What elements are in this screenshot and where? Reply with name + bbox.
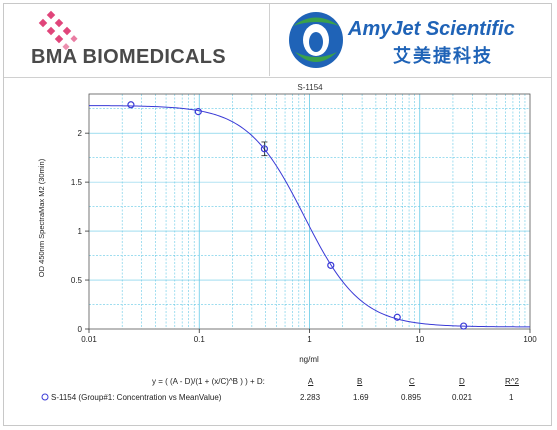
y-tick-label: 0.5 [71,276,83,285]
x-tick-label: 10 [415,335,424,344]
amyjet-logo-text-cn: 艾美捷科技 [393,46,493,66]
legend [41,393,49,401]
bma-diamond-icon [38,10,78,51]
fit-curve [88,105,531,328]
x-tick-label: 100 [523,335,537,344]
y-tick-label: 1 [78,227,83,236]
points-layer [127,101,468,330]
ticks-layer: 0.01 0.1 1 10 100 0 0.5 1 1.5 2 [71,129,537,344]
y-tick-label: 0 [78,325,83,334]
data-point [460,322,468,330]
legend-marker [41,393,49,401]
y-tick-label: 2 [78,129,83,138]
logo-divider [269,4,270,76]
data-point [260,145,269,153]
x-tick-label: 0.1 [194,335,206,344]
data-point [393,313,401,321]
x-tick-label: 0.01 [81,335,97,344]
x-tick-label: 1 [307,335,312,344]
grid-layer [89,94,530,329]
amyjet-logo [271,4,551,76]
data-point [194,108,202,116]
x-axis-label: ng/ml [299,355,319,364]
amyjet-globe-icon [289,12,343,68]
figure-frame [3,3,552,426]
y-axis-label: OD 450nm SpectraMax M2 (30min) [37,158,46,277]
amyjet-logo-text: AmyJet Scientific [348,18,515,40]
data-point [327,261,335,269]
y-tick-label: 1.5 [71,178,83,187]
chart-title: S-1154 [297,83,323,92]
header-divider [4,77,551,78]
bma-logo-text: BMA BIOMEDICALS [31,46,226,68]
data-point [127,101,135,109]
bma-logo [4,4,269,76]
